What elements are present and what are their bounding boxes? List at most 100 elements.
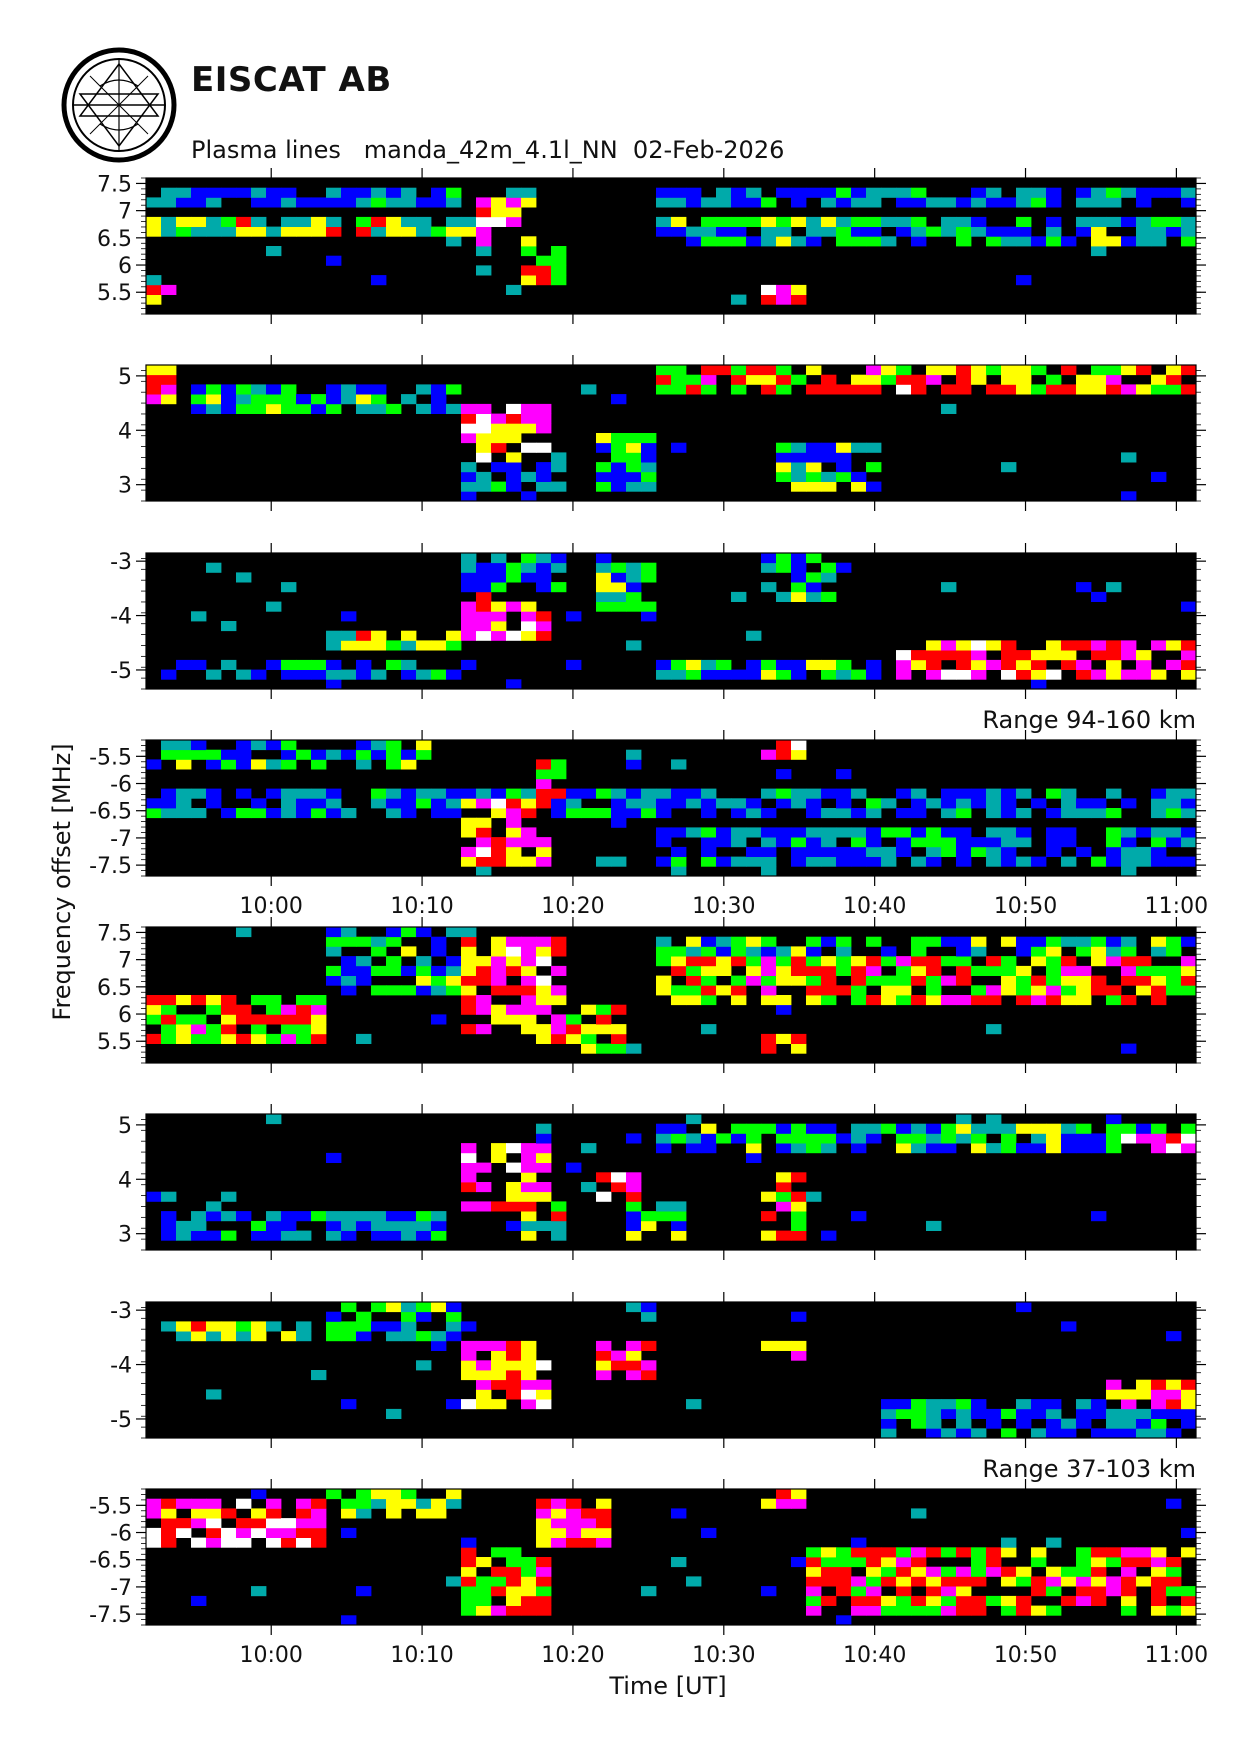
heatmap-cell bbox=[761, 1230, 777, 1241]
heatmap-cell bbox=[191, 226, 207, 237]
heatmap-cell bbox=[221, 1014, 237, 1025]
heatmap-cell bbox=[476, 866, 492, 877]
heatmap-cell bbox=[1106, 985, 1122, 996]
heatmap-cell bbox=[1091, 246, 1107, 257]
y-tick-label: 7 bbox=[118, 949, 132, 974]
heatmap-cell bbox=[431, 1220, 447, 1231]
heatmap-cell bbox=[446, 965, 462, 976]
heatmap-cell bbox=[1046, 936, 1062, 947]
heatmap-cell bbox=[1106, 1133, 1122, 1144]
heatmap-cell bbox=[461, 562, 477, 573]
heatmap-cell bbox=[761, 985, 777, 996]
heatmap-cell bbox=[206, 1201, 222, 1212]
heatmap-cell bbox=[416, 1508, 432, 1519]
heatmap-cell bbox=[221, 621, 237, 632]
heatmap-cell bbox=[956, 1576, 972, 1587]
heatmap-cell bbox=[356, 759, 372, 770]
heatmap-cell bbox=[791, 582, 807, 593]
heatmap-cell bbox=[326, 669, 342, 680]
heatmap-cell bbox=[626, 798, 642, 809]
heatmap-cell bbox=[236, 1518, 252, 1529]
heatmap-cell bbox=[326, 640, 342, 651]
heatmap-cell bbox=[596, 442, 612, 453]
heatmap-cell bbox=[1106, 1379, 1122, 1390]
heatmap-cell bbox=[476, 1340, 492, 1351]
heatmap-cell bbox=[911, 659, 927, 670]
heatmap-cell bbox=[911, 798, 927, 809]
heatmap-cell bbox=[1121, 1428, 1137, 1439]
heatmap-cell bbox=[866, 1133, 882, 1144]
heatmap-cell bbox=[506, 1191, 522, 1202]
heatmap-cell bbox=[506, 452, 522, 463]
heatmap-cell bbox=[341, 384, 357, 395]
heatmap-cell bbox=[476, 1576, 492, 1587]
heatmap-cell bbox=[821, 384, 837, 395]
heatmap-cell bbox=[731, 827, 747, 838]
heatmap-cell bbox=[311, 669, 327, 680]
heatmap-cell bbox=[1166, 659, 1182, 670]
heatmap-cell bbox=[701, 1024, 717, 1035]
panel-frame bbox=[145, 739, 1197, 877]
heatmap-cell bbox=[1181, 856, 1197, 867]
heatmap-cell bbox=[776, 837, 792, 848]
heatmap-cell bbox=[881, 1547, 897, 1558]
heatmap-cell bbox=[536, 1024, 552, 1035]
heatmap-cell bbox=[776, 591, 792, 602]
heatmap-cell bbox=[416, 798, 432, 809]
heatmap-cell bbox=[251, 1230, 267, 1241]
heatmap-cell bbox=[911, 936, 927, 947]
heatmap-cell bbox=[821, 591, 837, 602]
heatmap-cell bbox=[791, 1557, 807, 1568]
heatmap-cell bbox=[476, 630, 492, 641]
heatmap-cell bbox=[1091, 856, 1107, 867]
heatmap-cell bbox=[1181, 640, 1197, 651]
heatmap-cell bbox=[506, 572, 522, 583]
heatmap-cell bbox=[341, 1321, 357, 1332]
heatmap-cell bbox=[1166, 226, 1182, 237]
heatmap-cell bbox=[926, 669, 942, 680]
heatmap-cell bbox=[776, 669, 792, 680]
heatmap-cell bbox=[806, 442, 822, 453]
heatmap-cell bbox=[536, 985, 552, 996]
heatmap-cell bbox=[776, 1123, 792, 1134]
x-tick-label: 10:10 bbox=[390, 894, 453, 919]
heatmap-cell bbox=[866, 1557, 882, 1568]
heatmap-cell bbox=[776, 740, 792, 751]
heatmap-cell bbox=[1001, 384, 1017, 395]
heatmap-cell bbox=[866, 669, 882, 680]
heatmap-cell bbox=[1106, 365, 1122, 376]
heatmap-cell bbox=[656, 837, 672, 848]
heatmap-cell bbox=[956, 1408, 972, 1419]
heatmap-cell bbox=[206, 1537, 222, 1548]
heatmap-cell bbox=[416, 403, 432, 414]
heatmap-cell bbox=[731, 236, 747, 247]
heatmap-cell bbox=[446, 669, 462, 680]
heatmap-cell bbox=[806, 1605, 822, 1616]
heatmap-cell bbox=[266, 384, 282, 395]
heatmap-cell bbox=[1046, 808, 1062, 819]
heatmap-cell bbox=[1061, 1418, 1077, 1429]
heatmap-cell bbox=[431, 975, 447, 986]
heatmap-cell bbox=[821, 856, 837, 867]
heatmap-cell bbox=[941, 788, 957, 799]
heatmap-cell bbox=[416, 226, 432, 237]
heatmap-cell bbox=[491, 1370, 507, 1381]
heatmap-cell bbox=[791, 1201, 807, 1212]
heatmap-cell bbox=[671, 1508, 687, 1519]
heatmap-cell bbox=[161, 1527, 177, 1538]
heatmap-cell bbox=[611, 562, 627, 573]
heatmap-cell bbox=[491, 1350, 507, 1361]
heatmap-cell bbox=[971, 837, 987, 848]
heatmap-cell bbox=[416, 740, 432, 751]
heatmap-cell bbox=[761, 946, 777, 957]
heatmap-cell bbox=[971, 936, 987, 947]
heatmap-cell bbox=[446, 384, 462, 395]
heatmap-cell bbox=[476, 1586, 492, 1597]
heatmap-cell bbox=[536, 956, 552, 967]
heatmap-cell bbox=[1151, 236, 1167, 247]
heatmap-cell bbox=[506, 423, 522, 434]
heatmap-cell bbox=[626, 572, 642, 583]
heatmap-cell bbox=[671, 827, 687, 838]
heatmap-cell bbox=[686, 374, 702, 385]
x-tick-label: 10:40 bbox=[843, 1643, 906, 1668]
